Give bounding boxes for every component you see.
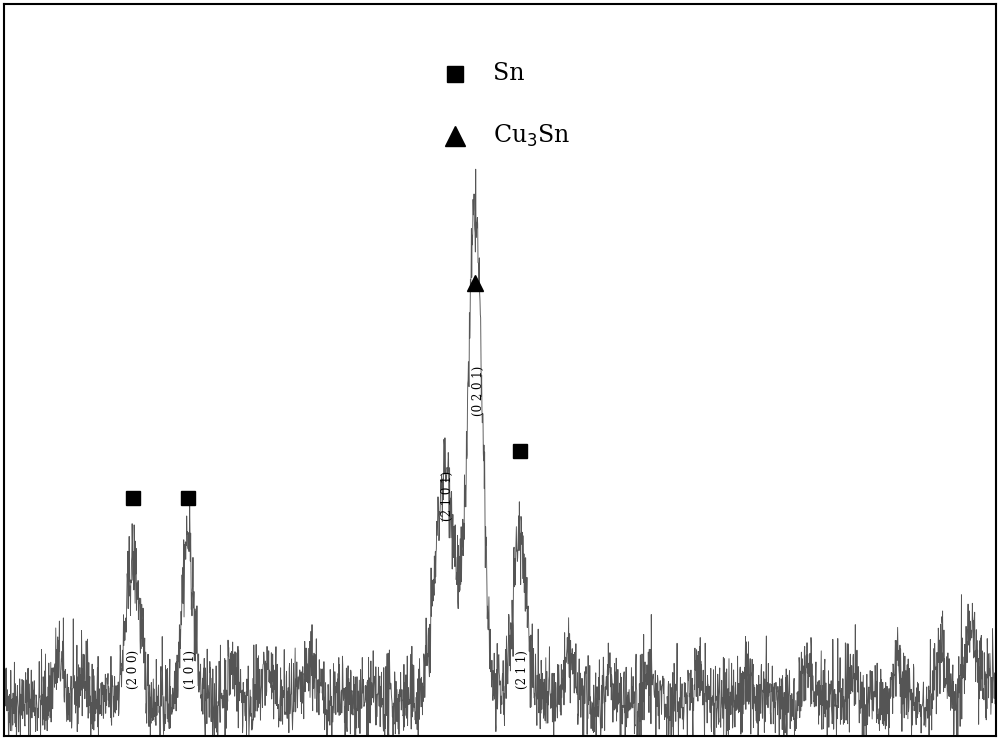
Text: (1 0 1): (1 0 1) [184,650,197,690]
Text: (0 2 0 1): (0 2 0 1) [472,366,485,417]
Text: (2 1 0 1): (2 1 0 1) [441,471,454,521]
Text: (2 0 0): (2 0 0) [127,650,140,690]
Text: Cu$_3$Sn: Cu$_3$Sn [493,123,571,149]
Text: (2 1 1): (2 1 1) [516,650,529,690]
Text: Sn: Sn [493,62,525,85]
